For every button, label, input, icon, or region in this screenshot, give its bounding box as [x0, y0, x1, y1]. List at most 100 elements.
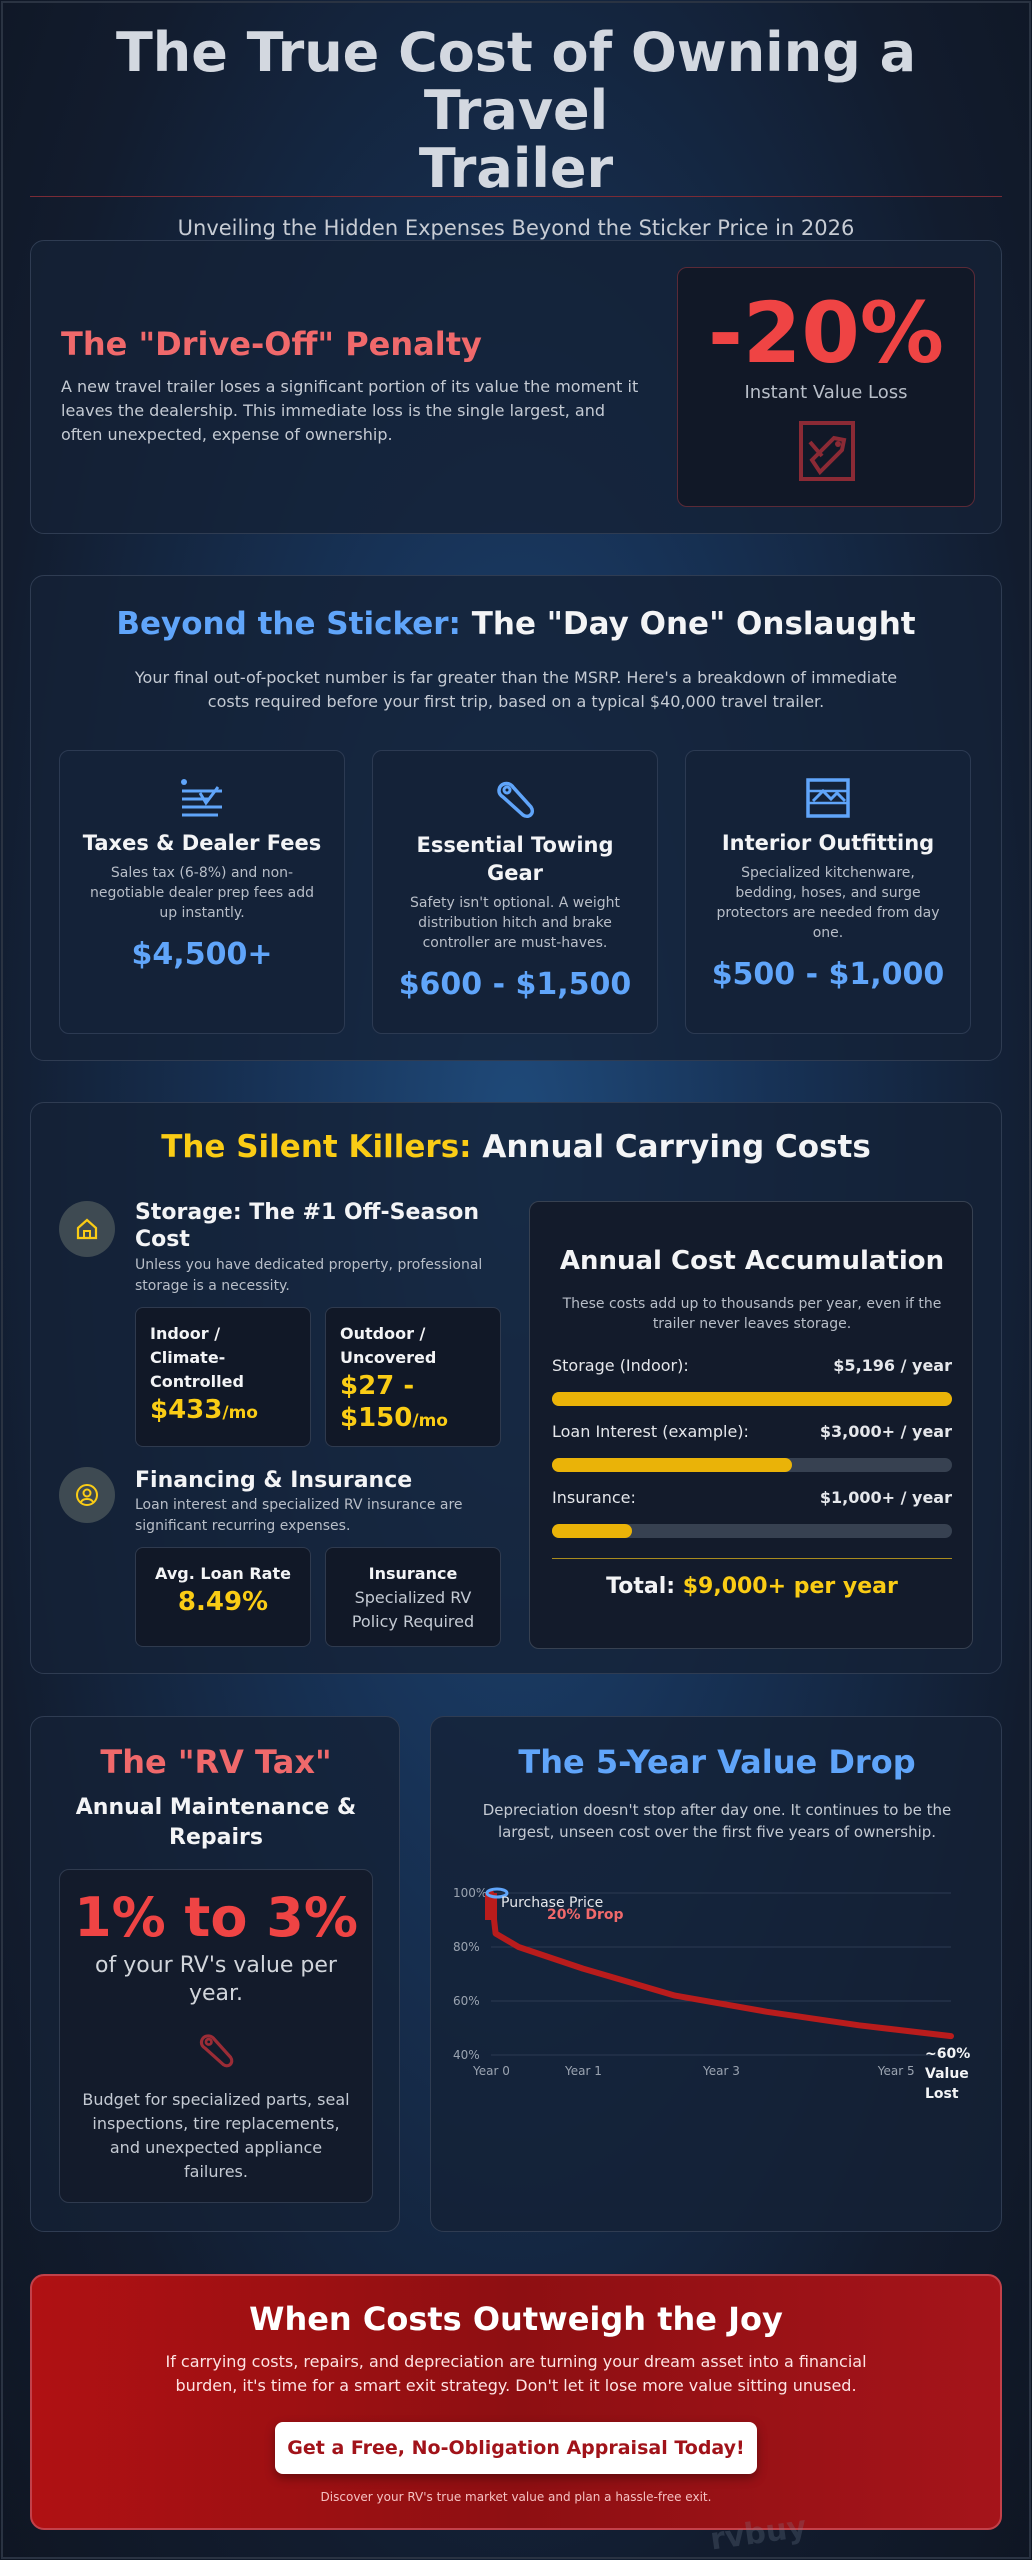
hero-header: The True Cost of Owning a Travel Trailer…	[30, 24, 1002, 241]
financing-desc: Loan interest and specialized RV insuran…	[135, 1497, 463, 1534]
day-one-intro: Your final out-of-pocket number is far g…	[134, 668, 898, 711]
chart-data-point	[485, 1887, 509, 1899]
loan-rate-value: 8.49%	[177, 1587, 269, 1617]
instant-loss-card: -20% Instant Value Loss	[677, 267, 975, 507]
storage-title: Storage: The #1 Off-Season Cost	[135, 1200, 480, 1252]
value-drop-subtitle: Depreciation doesn't stop after day one.…	[482, 1801, 952, 1841]
storage-indoor-card: Indoor / Climate-Controlled $433/mo	[135, 1307, 311, 1447]
chart-annotation-purchase: Purchase Price	[501, 1895, 603, 1911]
accumulation-row-label: Insurance:	[552, 1488, 636, 1507]
accumulation-row-loan: Loan Interest (example): $3,000+ / year	[552, 1422, 952, 1441]
accumulation-row-insurance: Insurance: $1,000+ / year	[552, 1488, 952, 1507]
user-circle-icon	[76, 1484, 98, 1506]
hero-divider	[30, 196, 1002, 197]
chart-x-tick-label: Year 0	[472, 2064, 510, 2078]
instant-loss-caption: Instant Value Loss	[744, 382, 908, 403]
insurance-card: Insurance Specialized RV Policy Required	[325, 1547, 501, 1647]
cost-card-title: Taxes & Dealer Fees	[82, 831, 322, 855]
cost-card-desc: Specialized kitchenware, bedding, hoses,…	[716, 865, 940, 941]
day-one-section: Beyond the Sticker: The "Day One" Onslau…	[30, 575, 1002, 1061]
page-title-line-1: The True Cost of Owning a Travel	[115, 21, 917, 142]
cost-card-desc: Safety isn't optional. A weight distribu…	[410, 895, 620, 951]
cost-card-desc: Sales tax (6-8%) and non-negotiable deal…	[89, 865, 315, 921]
storage-badge	[59, 1201, 115, 1257]
chart-y-tick-label: 60%	[453, 1994, 480, 2008]
accumulation-row-label: Loan Interest (example):	[552, 1422, 749, 1441]
accumulation-bar-fill	[552, 1392, 952, 1406]
annual-accumulation-panel: Annual Cost Accumulation These costs add…	[529, 1201, 973, 1649]
interior-picture-icon	[806, 778, 850, 818]
chart-drop-bar	[485, 1893, 497, 1920]
depreciation-chart: 100% 80% 60% 40% Year 0 Year 1 Year 3 Year 5 Pur…	[453, 1886, 970, 2102]
chart-y-tick-label: 40%	[453, 2048, 480, 2062]
cost-card-title: Essential Towing Gear	[416, 833, 614, 885]
tow-hitch-icon	[497, 781, 535, 819]
storage-indoor-price: $433/mo	[150, 1394, 296, 1429]
chart-annotation-end: Lost	[925, 2086, 959, 2102]
accumulation-row-storage: Storage (Indoor): $5,196 / year	[552, 1356, 952, 1375]
storage-desc: Unless you have dedicated property, prof…	[135, 1257, 483, 1294]
appraisal-button[interactable]: Get a Free, No-Obligation Appraisal Toda…	[275, 2422, 757, 2474]
page-title: The True Cost of Owning a Travel Trailer	[30, 24, 1002, 198]
accumulation-title: Annual Cost Accumulation	[559, 1246, 945, 1276]
chart-annotation-end: ~60%	[925, 2046, 970, 2062]
cost-card-towing: Essential Towing Gear Safety isn't optio…	[372, 750, 658, 1034]
accumulation-bar-fill	[552, 1458, 792, 1472]
cost-card-amount: $600 - $1,500	[398, 967, 632, 1002]
accumulation-total-value: $9,000+ per year	[682, 1574, 898, 1599]
silent-killers-heading: The Silent Killers: Annual Carrying Cost…	[31, 1129, 1001, 1165]
drive-off-heading: The "Drive-Off" Penalty	[61, 325, 482, 363]
value-drop-section: The 5-Year Value Drop Depreciation doesn…	[430, 1716, 1002, 2232]
chart-y-tick-label: 80%	[453, 1940, 480, 1954]
storage-indoor-unit: /mo	[222, 1403, 258, 1423]
accumulation-bar-insurance	[552, 1524, 952, 1538]
silent-killers-section: The Silent Killers: Annual Carrying Cost…	[30, 1102, 1002, 1674]
chart-x-tick-label: Year 3	[702, 2064, 740, 2078]
cost-card-amount: $500 - $1,000	[711, 957, 945, 992]
financing-title: Financing & Insurance	[135, 1468, 413, 1493]
wrench-icon	[199, 2034, 234, 2068]
cta-heading: When Costs Outweigh the Joy	[249, 2300, 783, 2338]
storage-indoor-value: $433	[150, 1395, 223, 1425]
storage-outdoor-value: $27 - $150	[340, 1371, 415, 1433]
accumulation-bar-storage	[552, 1392, 952, 1406]
instant-loss-stat: -20%	[708, 284, 944, 382]
storage-outdoor-unit: /mo	[412, 1411, 448, 1431]
chart-annotation-drop: 20% Drop	[547, 1907, 624, 1923]
day-one-heading-rest: The "Day One" Onslaught	[460, 606, 916, 642]
silent-killers-heading-rest: Annual Carrying Costs	[471, 1129, 871, 1165]
accumulation-subtitle: These costs add up to thousands per year…	[562, 1296, 942, 1332]
home-icon	[76, 1218, 98, 1240]
rv-tax-section: The "RV Tax" Annual Maintenance & Repair…	[30, 1716, 400, 2232]
insurance-value: Specialized RV Policy Required	[351, 1588, 475, 1631]
storage-indoor-label: Indoor / Climate-Controlled	[150, 1324, 244, 1391]
storage-outdoor-card: Outdoor / Uncovered $27 - $150/mo	[325, 1307, 501, 1447]
page-title-line-2: Trailer	[418, 137, 614, 200]
accumulation-row-value: $5,196 / year	[833, 1356, 952, 1375]
accumulation-divider	[552, 1558, 952, 1559]
accumulation-bar-loan	[552, 1458, 952, 1472]
value-drop-heading: The 5-Year Value Drop	[518, 1743, 916, 1781]
cost-card-interior: Interior Outfitting Specialized kitchenw…	[685, 750, 971, 1034]
chart-x-tick-label: Year 1	[564, 2064, 602, 2078]
storage-outdoor-price: $27 - $150/mo	[340, 1370, 486, 1437]
rv-tax-heading: The "RV Tax"	[100, 1743, 332, 1781]
cta-banner: When Costs Outweigh the Joy If carrying …	[30, 2274, 1002, 2530]
chart-x-tick-label: Year 5	[877, 2064, 915, 2078]
document-fees-icon	[181, 779, 222, 817]
value-loss-tag-icon	[799, 421, 855, 481]
day-one-heading-highlight: Beyond the Sticker:	[116, 606, 461, 642]
accumulation-bar-fill	[552, 1524, 632, 1538]
loan-rate-card: Avg. Loan Rate 8.49%	[135, 1547, 311, 1647]
accumulation-total-label: Total:	[606, 1574, 676, 1599]
drive-off-body: A new travel trailer loses a significant…	[61, 377, 639, 444]
cost-card-taxes: Taxes & Dealer Fees Sales tax (6-8%) and…	[59, 750, 345, 1034]
cost-card-title: Interior Outfitting	[721, 831, 935, 855]
day-one-heading: Beyond the Sticker: The "Day One" Onslau…	[31, 606, 1001, 642]
rv-tax-card: 1% to 3% of your RV's value per year. Bu…	[59, 1869, 373, 2203]
accumulation-row-value: $3,000+ / year	[819, 1422, 952, 1441]
insurance-label: Insurance	[368, 1564, 458, 1583]
accumulation-row-label: Storage (Indoor):	[552, 1356, 689, 1375]
cost-card-amount: $4,500+	[131, 937, 273, 972]
cta-fine-print: Discover your RV's true market value and…	[320, 2490, 712, 2504]
